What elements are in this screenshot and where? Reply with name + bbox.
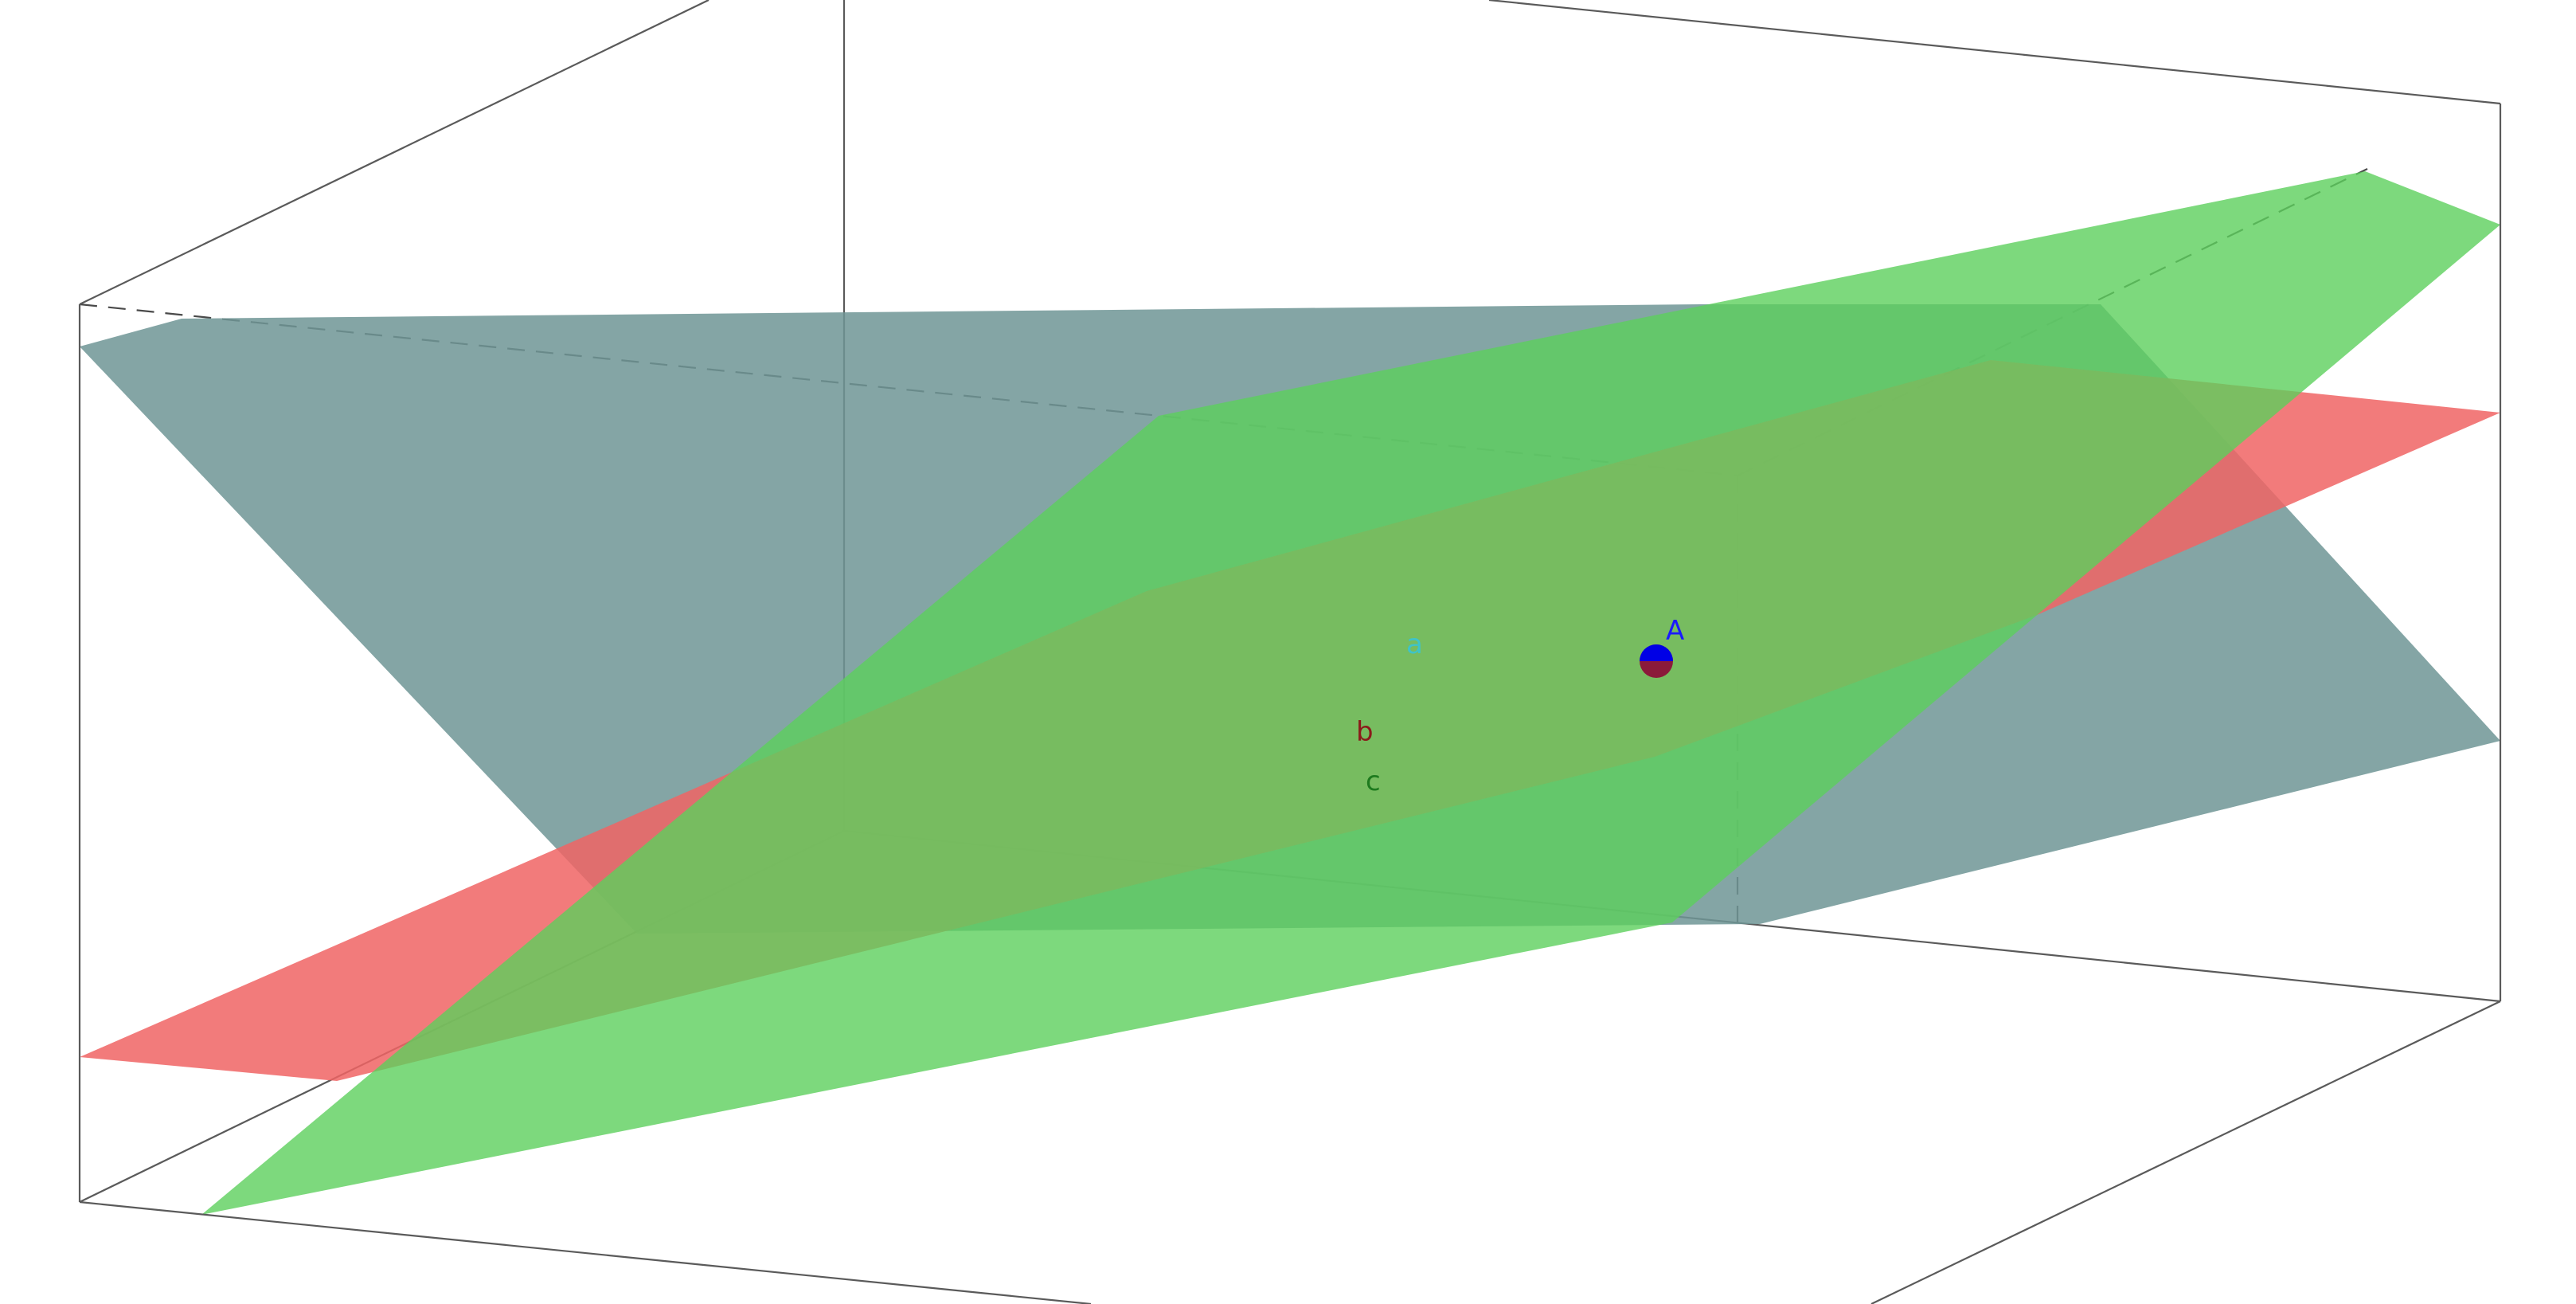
plane-a-label: a: [1406, 629, 1423, 660]
point-a-label: A: [1666, 615, 1684, 647]
point-a-marker[interactable]: [1640, 644, 1673, 661]
box-edge: [79, 0, 709, 305]
plane-b-label: b: [1356, 716, 1374, 748]
box-edge: [1870, 1001, 2501, 1304]
bounding-box-front-edges: [78, 0, 2502, 1304]
point-a[interactable]: A: [1640, 615, 1684, 678]
box-edge: [79, 1200, 1092, 1304]
plane-c[interactable]: [201, 171, 2500, 1215]
box-edge: [1488, 0, 2501, 105]
plane-c-label: c: [1366, 766, 1381, 797]
